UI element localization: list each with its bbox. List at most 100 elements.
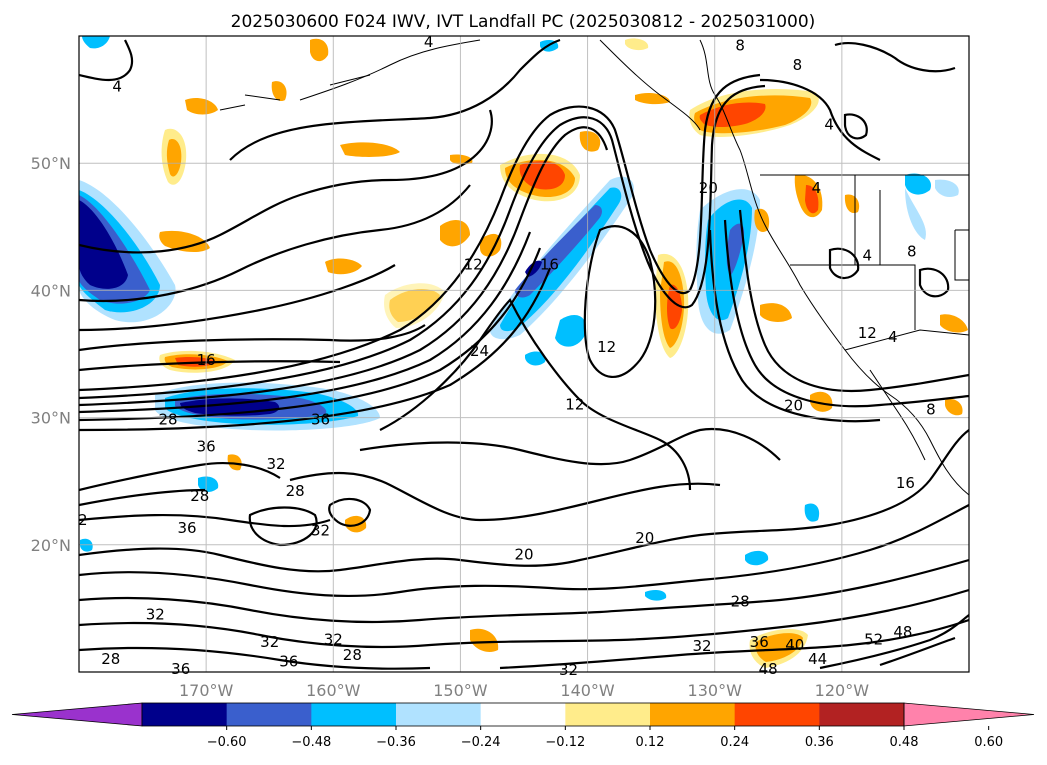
contour-line [79, 588, 969, 649]
contour-label: 20 [514, 545, 533, 563]
colorbar-segment [311, 703, 397, 726]
colorbar-tick-label: 0.60 [974, 735, 1003, 750]
colorbar-tick-label: −0.24 [461, 735, 501, 750]
contour-label: 2 [78, 511, 88, 529]
contour-label: 12 [858, 324, 877, 342]
shade-pos-ar1-red [519, 161, 565, 190]
shade-pos-w26 [945, 398, 963, 416]
shade-pos-w25 [940, 314, 968, 333]
colorbar-tick-label: 0.48 [890, 735, 919, 750]
lon-tick-label: 130°W [688, 681, 743, 700]
colorbar-tick-label: 0.24 [720, 735, 749, 750]
shade-neg-s1 [745, 550, 769, 566]
contour-label: 36 [750, 633, 769, 651]
lat-tick-labels: 50°N 40°N 30°N 20°N [31, 154, 71, 555]
contour-line [723, 219, 969, 408]
contour-line [289, 471, 721, 522]
shade-pos-w16 [810, 391, 833, 412]
contour-label: 36 [197, 437, 216, 455]
coastline-baja [869, 369, 926, 461]
colorbar-tick-label: 0.36 [805, 735, 834, 750]
shade-pos-w11 [579, 131, 601, 152]
contour-line [248, 506, 318, 547]
contour-label: 4 [812, 179, 822, 197]
colorbar-segment [819, 703, 905, 726]
contour-label: 32 [311, 521, 330, 539]
contour-line [79, 646, 431, 670]
contour-label: 52 [864, 631, 883, 649]
contour-label: 4 [424, 33, 434, 51]
contour-line [79, 267, 552, 432]
shade-pos-w6 [340, 142, 400, 157]
contour-label: 36 [178, 519, 197, 537]
shade-pos-w4b [384, 283, 445, 328]
contour-label: 20 [784, 397, 803, 415]
contour-line [708, 229, 881, 423]
contour-label: 32 [559, 661, 578, 679]
contour-line [819, 614, 969, 670]
lon-tick-label: 150°W [433, 681, 488, 700]
shade-pos-w15 [844, 194, 860, 214]
shade-pos-w8 [310, 38, 329, 62]
shade-pos-w17b [755, 633, 803, 662]
shade-pos-w9 [440, 220, 470, 247]
chart-title: 2025030600 F024 IWV, IVT Landfall PC (20… [231, 12, 816, 32]
contour-line [828, 247, 860, 280]
contour-label: 44 [808, 650, 827, 668]
shade-neg-west-dark [79, 200, 128, 289]
colorbar-tick-label: −0.48 [291, 735, 331, 750]
contour-line [79, 84, 766, 400]
grid-lines [79, 36, 969, 672]
shade-pos-w5 [325, 258, 362, 275]
contour-line [79, 264, 396, 332]
shade-neg-coast-blue [726, 223, 745, 275]
contour-label: 48 [759, 660, 778, 678]
contour-label: 8 [735, 37, 745, 55]
shade-pos-w20 [625, 38, 649, 51]
shade-pos-w3 [159, 230, 210, 253]
contour-line [79, 247, 542, 422]
colorbar-tick-label: −0.36 [376, 735, 416, 750]
contour-label: 4 [888, 328, 898, 346]
shade-neg-mid2 [525, 351, 546, 366]
colorbar-segment [734, 703, 820, 726]
contour-label: 20 [699, 179, 718, 197]
shade-neg-s3 [804, 503, 820, 522]
coastline-alaska [299, 39, 701, 131]
contour-line [79, 231, 532, 414]
contour-line [79, 558, 969, 624]
colorbar-segment [396, 703, 482, 726]
lon-tick-labels: 170°W 160°W 150°W 140°W 130°W 120°W [179, 681, 869, 700]
colorbar-segment [650, 703, 736, 726]
contour-label: 32 [692, 637, 711, 655]
contour-label: 32 [146, 605, 165, 623]
contour-label: 36 [311, 411, 330, 429]
contour-label: 8 [907, 243, 917, 261]
colorbar-tick-label: 0.12 [636, 735, 665, 750]
contour-label: 20 [635, 529, 654, 547]
contour-label: 12 [464, 255, 483, 273]
contour-line [328, 497, 372, 527]
shade-pos-w14r [805, 185, 819, 214]
contour-line [79, 488, 206, 507]
contour-line [834, 42, 956, 73]
shade-pos-w10 [480, 233, 502, 257]
contour-line [379, 298, 692, 491]
lon-tick-label: 160°W [306, 681, 361, 700]
colorbar-tick-label: −0.12 [545, 735, 585, 750]
shade-neg-s4 [198, 476, 219, 492]
contour-line [79, 73, 761, 392]
contour-label: 36 [171, 660, 190, 678]
lat-tick-label: 20°N [31, 536, 71, 555]
contour-line [79, 504, 969, 598]
shade-neg-top [82, 36, 110, 49]
shade-pos-w7 [185, 98, 218, 115]
contour-label: 8 [926, 400, 936, 418]
shade-neg-ne2 [935, 179, 959, 198]
colorbar-extend-max [903, 702, 1035, 727]
contour-label: 4 [824, 116, 834, 134]
shade-pos-w18 [470, 628, 499, 652]
contour-line [843, 113, 868, 140]
